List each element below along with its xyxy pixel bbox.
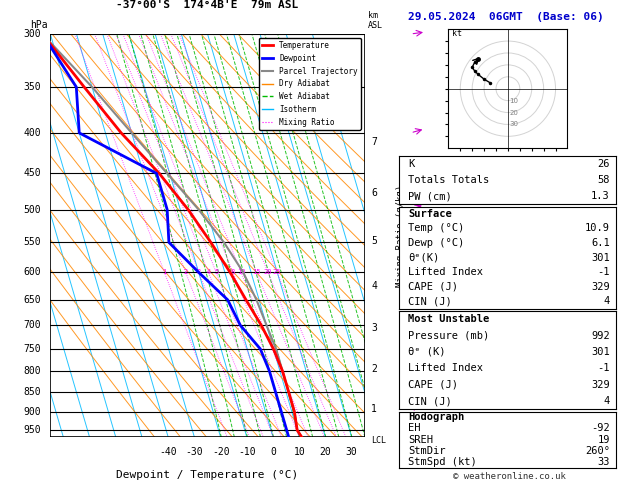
Text: 4: 4 bbox=[371, 281, 377, 291]
Text: 15: 15 bbox=[252, 269, 261, 275]
Text: 5: 5 bbox=[371, 236, 377, 246]
Text: km
ASL: km ASL bbox=[368, 11, 383, 30]
Text: 2: 2 bbox=[184, 269, 187, 275]
Text: θᵉ(K): θᵉ(K) bbox=[408, 253, 439, 262]
Text: 260°: 260° bbox=[585, 446, 610, 456]
Legend: Temperature, Dewpoint, Parcel Trajectory, Dry Adiabat, Wet Adiabat, Isotherm, Mi: Temperature, Dewpoint, Parcel Trajectory… bbox=[259, 38, 361, 130]
Text: 30: 30 bbox=[346, 448, 358, 457]
Text: 329: 329 bbox=[591, 282, 610, 292]
Text: 2: 2 bbox=[371, 364, 377, 374]
Text: 1: 1 bbox=[371, 404, 377, 414]
Text: Lifted Index: Lifted Index bbox=[408, 267, 483, 277]
Text: 25: 25 bbox=[272, 269, 281, 275]
Text: 30: 30 bbox=[509, 122, 518, 127]
Text: 6.1: 6.1 bbox=[591, 238, 610, 248]
Text: 5: 5 bbox=[214, 269, 218, 275]
Text: 29.05.2024  06GMT  (Base: 06): 29.05.2024 06GMT (Base: 06) bbox=[408, 12, 604, 22]
Text: 900: 900 bbox=[23, 407, 41, 417]
Text: 992: 992 bbox=[591, 330, 610, 341]
Text: -92: -92 bbox=[591, 423, 610, 434]
Text: 450: 450 bbox=[23, 168, 41, 178]
Text: 750: 750 bbox=[23, 344, 41, 354]
Text: 4: 4 bbox=[206, 269, 211, 275]
Text: PW (cm): PW (cm) bbox=[408, 191, 452, 201]
Text: 800: 800 bbox=[23, 366, 41, 376]
Text: 20: 20 bbox=[264, 269, 272, 275]
Text: 1: 1 bbox=[162, 269, 167, 275]
Text: 850: 850 bbox=[23, 387, 41, 397]
Text: Totals Totals: Totals Totals bbox=[408, 175, 489, 185]
Text: 400: 400 bbox=[23, 128, 41, 138]
Text: © weatheronline.co.uk: © weatheronline.co.uk bbox=[453, 472, 566, 481]
Text: 19: 19 bbox=[598, 434, 610, 445]
Text: 7: 7 bbox=[371, 137, 377, 147]
Text: -37°00'S  174°4B'E  79m ASL: -37°00'S 174°4B'E 79m ASL bbox=[116, 0, 299, 10]
Text: 301: 301 bbox=[591, 253, 610, 262]
Text: hPa: hPa bbox=[30, 20, 48, 30]
Text: StmSpd (kt): StmSpd (kt) bbox=[408, 457, 477, 467]
Text: Dewp (°C): Dewp (°C) bbox=[408, 238, 464, 248]
Text: -10: -10 bbox=[238, 448, 256, 457]
Text: -1: -1 bbox=[598, 364, 610, 373]
Text: 20: 20 bbox=[509, 109, 518, 116]
Text: 3: 3 bbox=[371, 323, 377, 333]
Text: EH: EH bbox=[408, 423, 421, 434]
Text: 950: 950 bbox=[23, 425, 41, 435]
Text: CAPE (J): CAPE (J) bbox=[408, 380, 458, 390]
Text: 58: 58 bbox=[598, 175, 610, 185]
Text: 3: 3 bbox=[197, 269, 201, 275]
Text: 20: 20 bbox=[320, 448, 331, 457]
Text: K: K bbox=[408, 158, 415, 169]
Text: 650: 650 bbox=[23, 295, 41, 305]
Text: 329: 329 bbox=[591, 380, 610, 390]
Text: StmDir: StmDir bbox=[408, 446, 445, 456]
Text: 10: 10 bbox=[237, 269, 245, 275]
Text: -40: -40 bbox=[159, 448, 177, 457]
Text: -30: -30 bbox=[186, 448, 203, 457]
Text: 0: 0 bbox=[270, 448, 276, 457]
Text: 500: 500 bbox=[23, 205, 41, 215]
Text: LCL: LCL bbox=[371, 436, 386, 446]
Text: Dewpoint / Temperature (°C): Dewpoint / Temperature (°C) bbox=[116, 469, 299, 480]
Text: 4: 4 bbox=[604, 296, 610, 306]
Text: Lifted Index: Lifted Index bbox=[408, 364, 483, 373]
Text: 350: 350 bbox=[23, 82, 41, 92]
Text: 33: 33 bbox=[598, 457, 610, 467]
Text: 1.3: 1.3 bbox=[591, 191, 610, 201]
Text: 700: 700 bbox=[23, 320, 41, 330]
Text: Temp (°C): Temp (°C) bbox=[408, 224, 464, 233]
Text: -20: -20 bbox=[212, 448, 230, 457]
Text: 300: 300 bbox=[23, 29, 41, 39]
Text: kt: kt bbox=[452, 29, 462, 38]
Text: 301: 301 bbox=[591, 347, 610, 357]
Text: θᵉ (K): θᵉ (K) bbox=[408, 347, 445, 357]
Text: Pressure (mb): Pressure (mb) bbox=[408, 330, 489, 341]
Text: SREH: SREH bbox=[408, 434, 433, 445]
Text: 10: 10 bbox=[293, 448, 305, 457]
Text: 26: 26 bbox=[598, 158, 610, 169]
Text: 550: 550 bbox=[23, 237, 41, 247]
Text: 4: 4 bbox=[604, 396, 610, 406]
Text: 10.9: 10.9 bbox=[585, 224, 610, 233]
Text: 6: 6 bbox=[371, 189, 377, 198]
Text: CIN (J): CIN (J) bbox=[408, 296, 452, 306]
Text: -1: -1 bbox=[598, 267, 610, 277]
Text: CIN (J): CIN (J) bbox=[408, 396, 452, 406]
Text: 600: 600 bbox=[23, 267, 41, 278]
Text: 10: 10 bbox=[509, 98, 518, 104]
Text: Most Unstable: Most Unstable bbox=[408, 314, 489, 324]
Text: CAPE (J): CAPE (J) bbox=[408, 282, 458, 292]
Text: 8: 8 bbox=[231, 269, 235, 275]
Text: Hodograph: Hodograph bbox=[408, 412, 464, 422]
Text: Mixing Ratio (g/kg): Mixing Ratio (g/kg) bbox=[396, 185, 405, 287]
Text: Surface: Surface bbox=[408, 209, 452, 219]
